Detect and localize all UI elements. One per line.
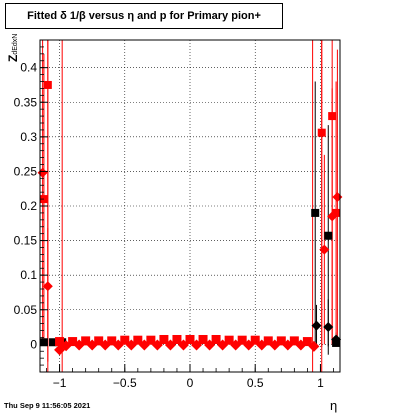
square-marker: [55, 337, 65, 347]
square-marker: [172, 334, 182, 344]
diamond-marker: [319, 244, 330, 255]
diamond-marker: [323, 322, 334, 333]
y-tick-label: 0.2: [20, 199, 37, 213]
diamond-marker: [308, 340, 320, 352]
square-marker: [311, 208, 320, 217]
diamond-marker: [327, 211, 338, 222]
diamond-marker: [112, 339, 124, 351]
diamond-marker: [230, 339, 242, 351]
diamond-marker: [256, 339, 268, 351]
square-marker: [49, 338, 58, 347]
diamond-marker: [243, 339, 255, 351]
diamond-marker: [217, 339, 229, 351]
y-tick-label: 0.1: [20, 268, 37, 282]
diamond-marker: [86, 339, 98, 351]
x-tick-label: −1: [53, 376, 67, 390]
y-tick-label: 0.3: [20, 130, 37, 144]
y-tick-label: 0.25: [14, 164, 38, 178]
chart-title: Fitted δ 1/β versus η and p for Primary …: [5, 3, 283, 29]
square-marker: [237, 335, 247, 345]
y-tick-label: 0.15: [14, 234, 38, 248]
square-marker: [81, 336, 91, 346]
diamond-marker: [151, 339, 163, 351]
diamond-marker: [311, 320, 322, 331]
y-axis-label-main: Z: [6, 54, 20, 62]
x-tick-label: 0.5: [247, 376, 264, 390]
square-marker: [332, 208, 341, 217]
diamond-marker: [125, 339, 137, 351]
diamond-marker: [191, 339, 203, 351]
diamond-marker: [73, 339, 85, 351]
diamond-marker: [138, 339, 150, 351]
square-marker: [324, 231, 333, 240]
y-axis-label-sub: dEdxN: [12, 33, 19, 55]
square-marker: [94, 336, 104, 346]
square-marker: [185, 334, 195, 344]
diamond-marker: [269, 339, 281, 351]
square-marker: [68, 337, 78, 347]
square-marker: [263, 336, 273, 346]
square-marker: [250, 335, 260, 345]
square-marker: [133, 335, 143, 345]
diamond-marker: [37, 167, 48, 178]
square-marker: [120, 335, 130, 345]
square-marker: [224, 335, 234, 345]
y-axis-label: ZdEdxN: [6, 34, 20, 62]
diamond-marker: [332, 192, 343, 203]
diamond-marker: [60, 340, 72, 352]
timestamp: Thu Sep 9 11:56:05 2021: [4, 401, 91, 410]
diamond-marker: [177, 339, 189, 351]
square-marker: [39, 338, 48, 347]
x-axis-label: η: [330, 398, 338, 413]
diamond-marker: [42, 281, 53, 292]
y-tick-label: 0: [30, 337, 37, 351]
square-marker: [317, 128, 326, 137]
square-marker: [159, 334, 169, 344]
data-markers: [37, 80, 343, 356]
square-marker: [43, 80, 52, 89]
y-tick-label: 0.35: [14, 95, 38, 109]
square-marker: [276, 336, 286, 346]
y-tick-label: 0.05: [14, 303, 38, 317]
diamond-marker: [164, 339, 176, 351]
square-marker: [198, 334, 208, 344]
diamond-marker: [99, 339, 111, 351]
square-marker: [146, 335, 156, 345]
grid-lines: [40, 40, 340, 372]
square-marker: [302, 337, 312, 347]
diamond-marker: [295, 339, 307, 351]
y-tick-label: 0.4: [20, 61, 37, 75]
square-marker: [328, 112, 337, 121]
x-tick-label: 0: [187, 376, 194, 390]
diamond-marker: [204, 339, 216, 351]
diamond-marker: [331, 334, 342, 345]
axis-ticks: −1 −0.5 0 0.5 1 0 0.05 0.1 0.15 0.2 0.25 0.3 0.35 0.4: [14, 46, 334, 390]
x-tick-label: −0.5: [113, 376, 137, 390]
square-marker: [289, 336, 299, 346]
diamond-marker: [282, 339, 294, 351]
square-marker: [211, 334, 221, 344]
square-marker: [107, 336, 117, 346]
x-tick-label: 1: [317, 376, 324, 390]
